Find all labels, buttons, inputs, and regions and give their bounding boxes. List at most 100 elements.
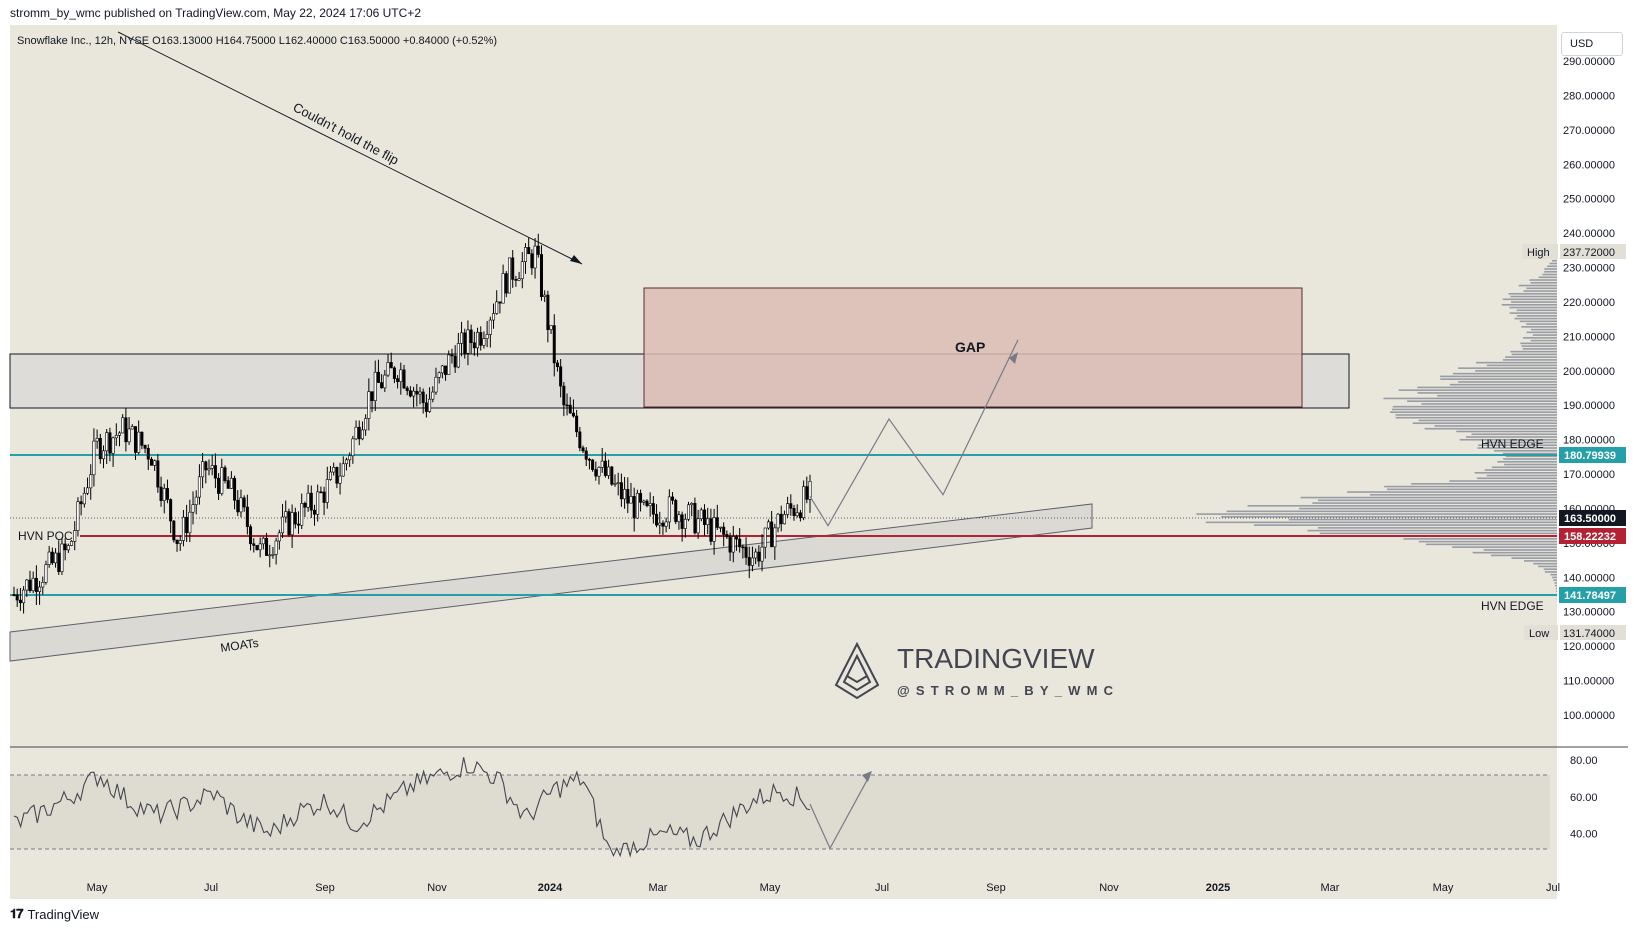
candle-body [655,513,659,526]
volume-profile-bar [1511,353,1557,356]
price-axis[interactable]: 290.00000 280.00000 270.00000 260.00000 250.… [1563,56,1615,722]
volume-profile-bar [1424,427,1557,430]
gap-zone[interactable] [643,287,1303,408]
candle-body [712,517,716,542]
volume-profile-bar [1521,326,1557,328]
rsi-projection-path[interactable] [809,774,871,850]
candle-body [38,586,42,592]
candle-body [450,354,454,357]
price-projection-path[interactable] [809,339,1019,527]
candle-body [562,385,566,406]
candle-body [559,366,563,387]
volume-profile-bar [1522,337,1557,339]
candle-body [795,512,799,516]
watermark-title: TRADINGVIEW [897,643,1095,674]
time-tick-label: Jul [204,882,218,894]
candle-body [284,511,288,518]
volume-profile-bar [1478,444,1557,447]
candle-body [255,545,259,551]
time-tick-label: May [760,882,781,894]
volume-profile-bar [1477,447,1557,449]
candle-body [639,493,643,503]
candle-body [185,516,189,534]
candle-body [258,543,262,551]
candle-body [290,512,294,536]
price-projection-arrow-head [1009,352,1018,364]
candle-body [424,402,428,412]
candle-body [492,313,496,321]
time-tick-label: Mar [1321,882,1340,894]
candle-body [575,415,579,433]
candle-body [399,369,403,382]
watermark-handle: @STROMM_BY_WMC [897,683,1119,698]
flip-arrow-line[interactable] [117,31,583,265]
candle-body [552,325,556,364]
candle-body [802,486,806,519]
time-tick-label: Jul [1546,882,1560,894]
time-tick-label: Nov [1099,882,1119,894]
volume-profile-bar [1465,436,1557,438]
rsi-line [13,757,811,858]
rsi-tick-label: 60.00 [1570,792,1598,804]
volume-profile-bar [1418,419,1557,422]
volume-profile-bar [1526,331,1557,334]
candle-body [603,460,607,476]
price-tick-label: 220.00000 [1563,297,1615,309]
low-marker: Low 131.74000 [1524,625,1626,640]
volume-profile [1196,259,1557,609]
candle-body [281,516,285,534]
symbol-legend: Snowflake Inc., 12h, NYSE O163.13000 H16… [17,35,498,47]
candle-body [213,465,217,479]
time-tick-label: 2024 [538,882,563,894]
candle-body [773,527,777,548]
candle-body [511,257,515,280]
candle-body [197,476,201,498]
time-tick-label: Sep [315,882,335,894]
price-tick-label: 100.00000 [1563,710,1615,722]
candle-body [66,545,70,551]
candle-body [568,404,572,414]
flip-arrow-head [570,255,582,264]
candle-body [536,245,540,255]
volume-profile-bar [1530,339,1557,342]
candle-body [277,532,281,542]
candle-body [335,467,339,484]
candle-body [236,499,240,513]
candle-body [44,564,48,583]
candle-body [370,391,374,401]
candle-body [498,301,502,304]
candle-body [555,362,559,368]
rsi-band [10,775,1550,849]
volume-profile-bar [1390,411,1557,414]
volume-profile-bar [1417,386,1557,389]
volume-profile-bar [1490,554,1557,557]
volume-profile-bar [1347,491,1557,493]
candle-body [722,526,726,535]
candle-body [306,492,310,508]
candle-body [63,543,67,551]
price-tick-label: 190.00000 [1563,400,1615,412]
candle-body [239,497,243,513]
candle-body [309,492,313,511]
candle-body [683,518,687,529]
volume-profile-bar [1530,281,1557,284]
candle-body [792,508,796,516]
volume-profile-bar [1523,290,1557,292]
volume-profile-bar [1505,455,1557,458]
candle-body [671,496,675,501]
candle-body [383,374,387,389]
time-axis[interactable]: May Jul Sep Nov 2024 Mar May Jul Sep Nov 2025 Mar Ma… [87,882,1560,894]
volume-profile-bar [1221,516,1557,518]
time-tick-label: Jul [875,882,889,894]
candle-body [757,551,761,562]
volume-profile-bar [1509,306,1557,309]
price-tick-label: 130.00000 [1563,607,1615,619]
candle-body [808,480,812,500]
candle-body [770,521,774,548]
candle-body [233,477,237,501]
volume-profile-bar [1412,422,1557,425]
volume-profile-bar [1247,505,1557,507]
currency-selector[interactable]: USD [1561,32,1623,56]
rsi-axis[interactable]: 80.00 60.00 40.00 [1570,755,1598,841]
